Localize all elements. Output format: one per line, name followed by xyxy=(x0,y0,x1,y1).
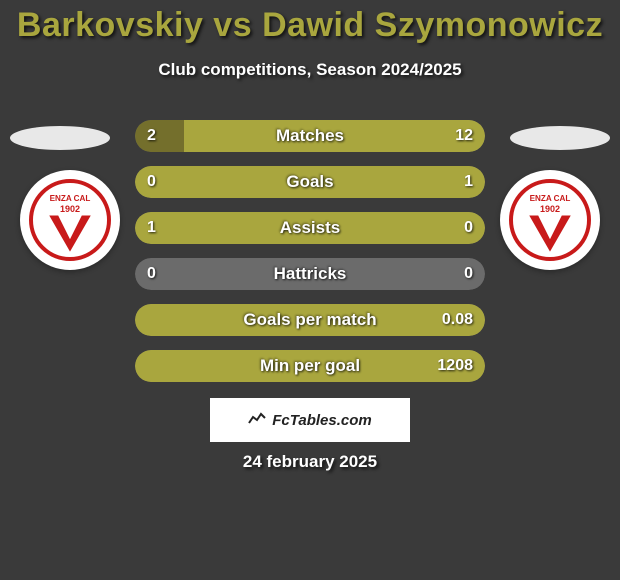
stat-value-right: 1208 xyxy=(437,350,473,382)
stat-row: Goals0 1 xyxy=(135,166,485,198)
page-title: Barkovskiy vs Dawid Szymonowicz xyxy=(0,6,620,45)
attribution-logo-icon xyxy=(248,411,266,429)
stat-label: Goals xyxy=(135,166,485,198)
stat-value-right: 0 xyxy=(464,258,473,290)
stat-value-right: 1 xyxy=(464,166,473,198)
svg-text:ENZA CAL: ENZA CAL xyxy=(50,194,91,203)
club-badge-right: ENZA CAL 1902 xyxy=(500,170,600,270)
club-badge-right-inner: ENZA CAL 1902 xyxy=(509,179,591,261)
subtitle: Club competitions, Season 2024/2025 xyxy=(0,60,620,80)
stat-row: Assists1 0 xyxy=(135,212,485,244)
stat-value-right: 0 xyxy=(464,212,473,244)
stats-container: Matches212Goals01Assists10Hattricks00Goa… xyxy=(135,120,485,396)
stat-row: Matches2 12 xyxy=(135,120,485,152)
stat-value-left: 0 xyxy=(147,166,156,198)
attribution-text: FcTables.com xyxy=(272,412,371,429)
stat-row: Hattricks0 0 xyxy=(135,258,485,290)
club-badge-left: ENZA CAL 1902 xyxy=(20,170,120,270)
stat-value-left: 2 xyxy=(147,120,156,152)
stat-label: Matches xyxy=(135,120,485,152)
stat-label: Min per goal xyxy=(135,350,485,382)
stat-value-left: 0 xyxy=(147,258,156,290)
stat-label: Assists xyxy=(135,212,485,244)
stat-row: Min per goal1208 xyxy=(135,350,485,382)
stat-row: Goals per match0.08 xyxy=(135,304,485,336)
player-left-oval xyxy=(10,126,110,150)
club-badge-right-v-icon: ENZA CAL 1902 xyxy=(513,183,587,257)
player-right-oval xyxy=(510,126,610,150)
svg-text:1902: 1902 xyxy=(60,204,80,214)
club-badge-left-v-icon: ENZA CAL 1902 xyxy=(33,183,107,257)
club-badge-left-inner: ENZA CAL 1902 xyxy=(29,179,111,261)
stat-label: Hattricks xyxy=(135,258,485,290)
stat-value-right: 0.08 xyxy=(442,304,473,336)
svg-text:1902: 1902 xyxy=(540,204,560,214)
stat-value-right: 12 xyxy=(455,120,473,152)
svg-text:ENZA CAL: ENZA CAL xyxy=(530,194,571,203)
stat-value-left: 1 xyxy=(147,212,156,244)
attribution-badge: FcTables.com xyxy=(210,398,410,442)
stat-label: Goals per match xyxy=(135,304,485,336)
date-text: 24 february 2025 xyxy=(0,452,620,472)
